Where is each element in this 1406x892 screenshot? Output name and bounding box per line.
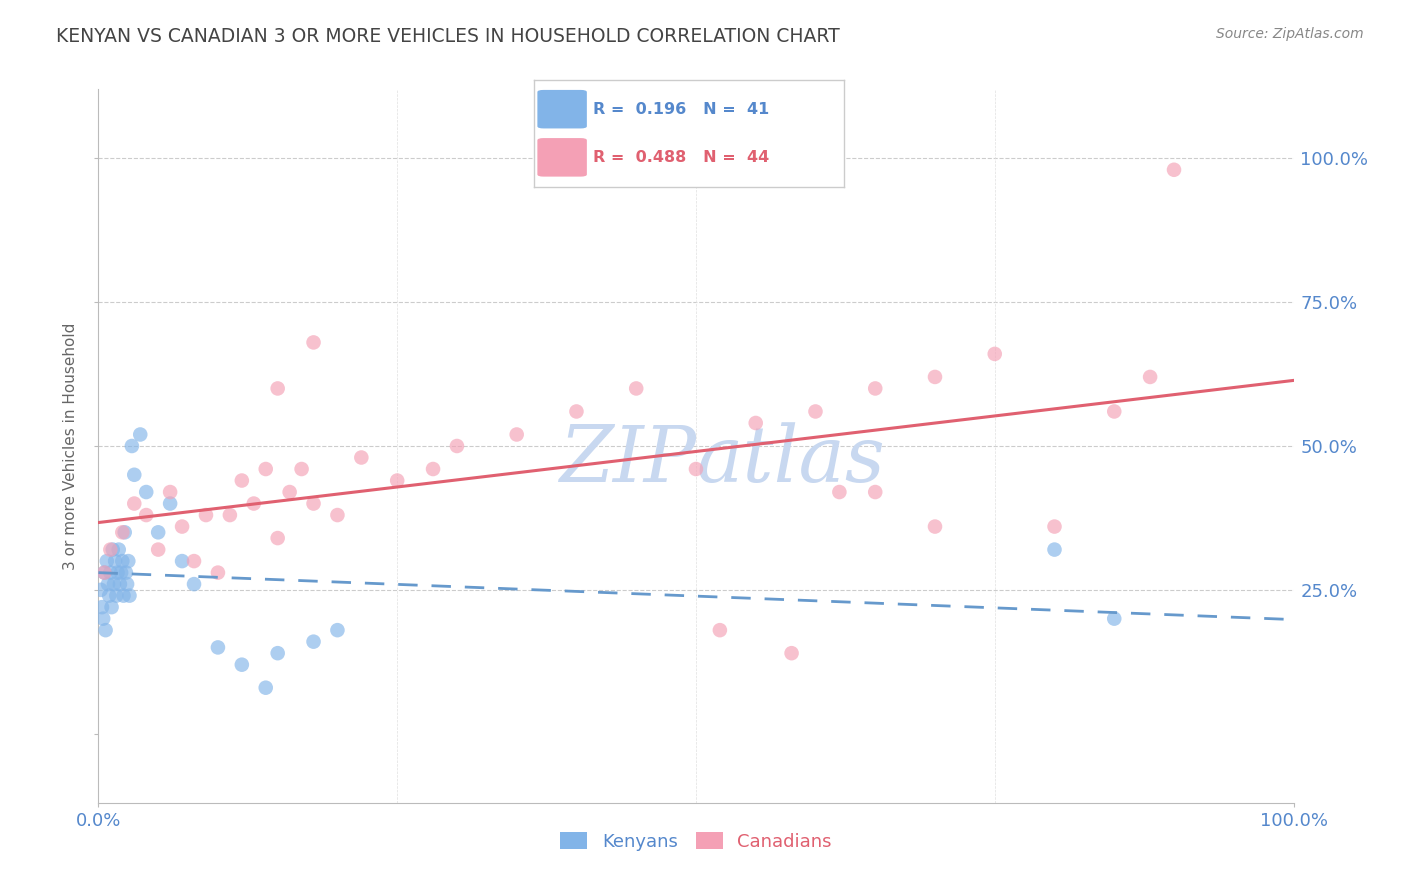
Point [97, 577, 120, 591]
Point [100, 600, 122, 615]
Point [105, 589, 128, 603]
Point [98, 542, 122, 557]
Point [111, 525, 134, 540]
FancyBboxPatch shape [537, 90, 586, 128]
Point [91, 600, 114, 615]
Point [804, 404, 827, 418]
Point [267, 531, 290, 545]
Point [1104, 404, 1126, 418]
Legend: Kenyans, Canadians: Kenyans, Canadians [553, 825, 839, 858]
Point [422, 462, 444, 476]
Point [96, 554, 118, 568]
Point [984, 347, 1007, 361]
Point [148, 525, 170, 540]
Point [103, 577, 125, 591]
Point [219, 508, 242, 522]
Point [350, 450, 373, 465]
Point [93, 566, 115, 580]
Point [780, 646, 803, 660]
Point [148, 542, 170, 557]
Point [107, 542, 129, 557]
Point [124, 497, 146, 511]
Point [195, 508, 218, 522]
Point [243, 497, 266, 511]
Point [129, 427, 152, 442]
Point [98, 589, 121, 603]
Point [118, 589, 141, 603]
Point [183, 577, 205, 591]
Point [121, 439, 143, 453]
Text: KENYAN VS CANADIAN 3 OR MORE VEHICLES IN HOUSEHOLD CORRELATION CHART: KENYAN VS CANADIAN 3 OR MORE VEHICLES IN… [56, 27, 839, 45]
Point [385, 474, 409, 488]
Text: R =  0.196   N =  41: R = 0.196 N = 41 [593, 102, 769, 117]
Point [159, 485, 181, 500]
Point [1043, 519, 1066, 533]
Point [1139, 370, 1161, 384]
Point [302, 335, 325, 350]
Point [90, 582, 112, 597]
Point [159, 497, 181, 511]
Point [685, 462, 707, 476]
Point [626, 381, 648, 395]
Point [446, 439, 468, 453]
Point [291, 462, 314, 476]
Point [91, 612, 114, 626]
Point [135, 485, 157, 500]
Point [1104, 612, 1126, 626]
Point [115, 566, 138, 580]
Point [104, 554, 127, 568]
Point [865, 485, 887, 500]
Point [506, 427, 529, 442]
Text: atlas: atlas [696, 422, 884, 499]
Point [231, 657, 253, 672]
Y-axis label: 3 or more Vehicles in Household: 3 or more Vehicles in Household [63, 322, 79, 570]
Point [709, 623, 731, 637]
Point [254, 681, 277, 695]
Point [267, 381, 290, 395]
Point [172, 554, 194, 568]
Point [135, 508, 157, 522]
Point [565, 404, 588, 418]
Point [93, 566, 115, 580]
Point [101, 542, 124, 557]
Point [865, 381, 887, 395]
Point [108, 577, 131, 591]
Text: Source: ZipAtlas.com: Source: ZipAtlas.com [1216, 27, 1364, 41]
Point [267, 646, 290, 660]
Point [94, 623, 117, 637]
Point [924, 370, 946, 384]
Point [115, 577, 138, 591]
Point [117, 554, 139, 568]
Point [112, 589, 135, 603]
FancyBboxPatch shape [537, 138, 586, 177]
Point [828, 485, 851, 500]
Point [231, 474, 253, 488]
Point [924, 519, 946, 533]
Point [172, 519, 194, 533]
Point [745, 416, 768, 430]
Point [1163, 162, 1185, 177]
Point [114, 525, 136, 540]
Point [110, 566, 132, 580]
Point [302, 497, 325, 511]
Text: R =  0.488   N =  44: R = 0.488 N = 44 [593, 150, 769, 165]
Point [326, 508, 349, 522]
Point [207, 566, 229, 580]
Point [278, 485, 301, 500]
Point [302, 634, 325, 648]
Text: ZIP: ZIP [558, 422, 696, 499]
Point [183, 554, 205, 568]
Point [1043, 542, 1066, 557]
Point [107, 566, 129, 580]
Point [326, 623, 349, 637]
Point [98, 566, 122, 580]
Point [111, 554, 134, 568]
Point [254, 462, 277, 476]
Point [207, 640, 229, 655]
Point [124, 467, 146, 482]
